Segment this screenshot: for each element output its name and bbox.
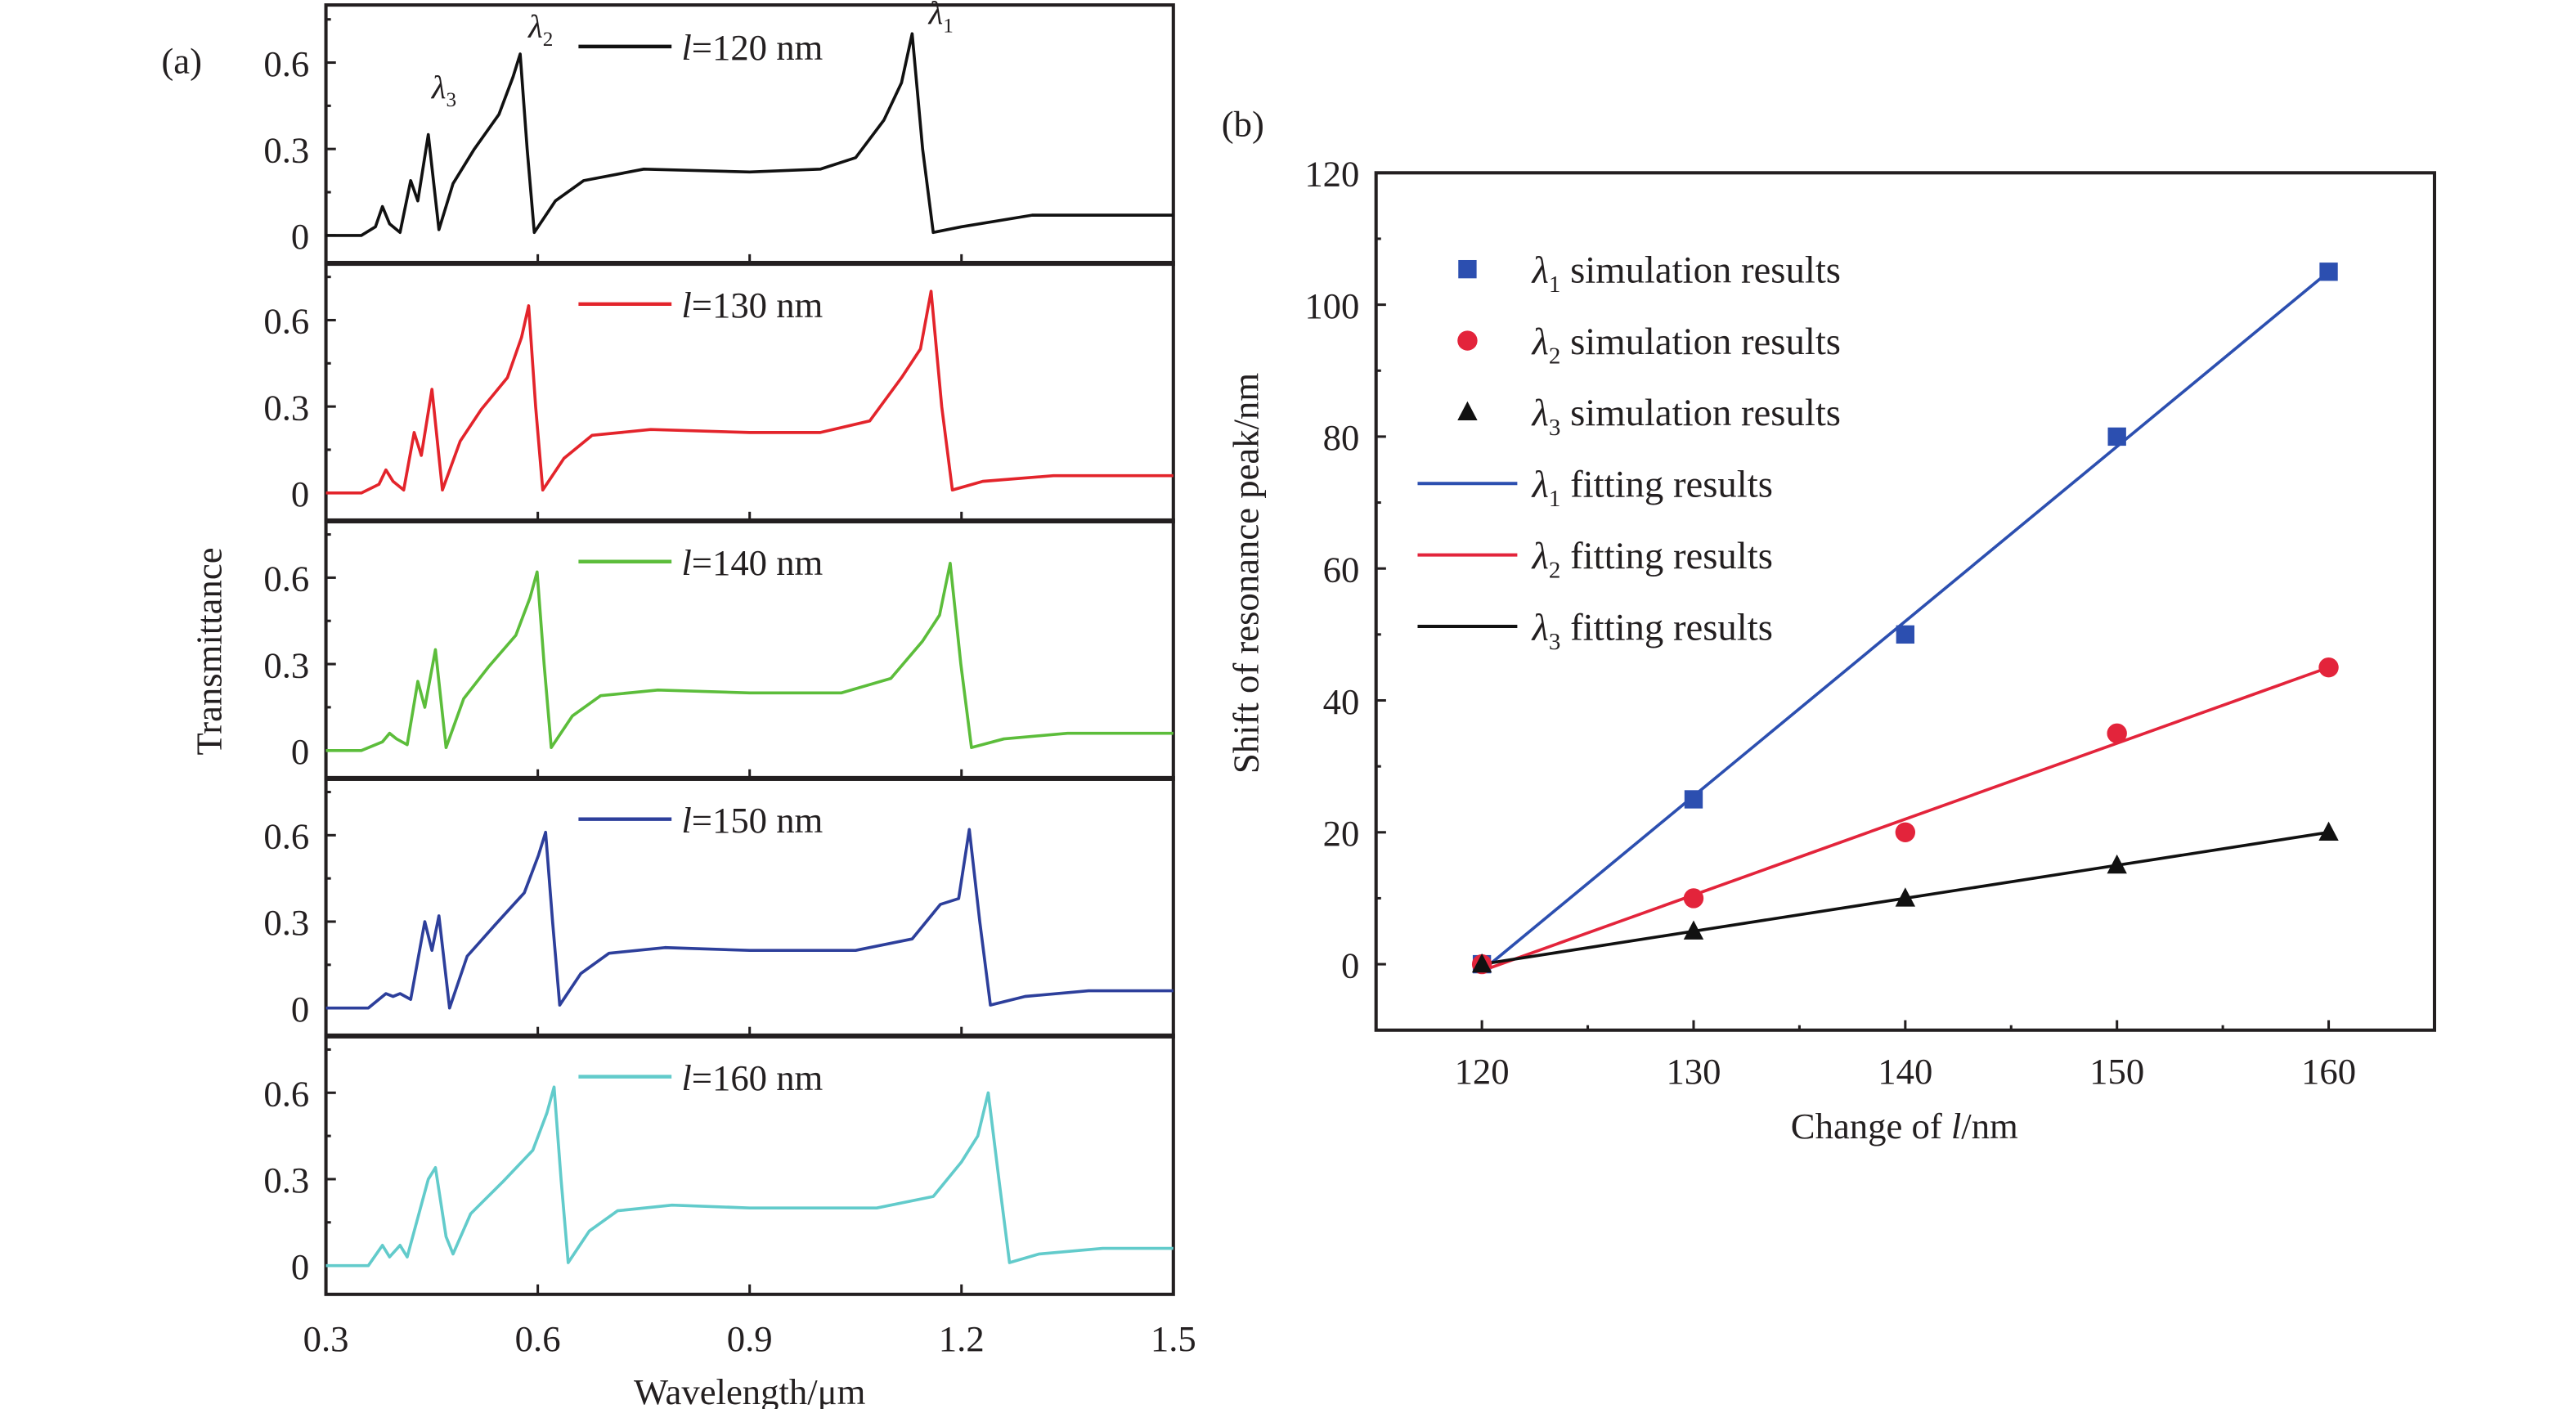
legend-label: l=120 nm [681, 27, 823, 68]
y-tick-label: 0.6 [263, 816, 309, 857]
legend-label: λ3 fitting results [1531, 606, 1773, 655]
fit-line-lambda1 [1480, 270, 2330, 972]
x-tick-label: 150 [2089, 1051, 2144, 1092]
peak-annotation: λ3 [431, 69, 456, 111]
series-line [325, 1085, 1174, 1268]
subplot-130: 0 0.3 0.6 l=130 nm [263, 260, 1175, 524]
y-tick-label: 80 [1323, 417, 1360, 458]
subplot-120: 0 0.3 0.6 l=120 nm [263, 3, 1175, 267]
legend-marker [1457, 401, 1478, 421]
fit-line-lambda2 [1481, 666, 2330, 972]
data-point [2107, 723, 2127, 744]
peak-annotation: λ1 [928, 0, 954, 37]
peak-annotation: λ2 [527, 8, 553, 51]
series-line [325, 289, 1174, 495]
y-tick-label: 0.6 [263, 559, 309, 599]
x-tick-label: 120 [1455, 1051, 1510, 1092]
series-line [325, 828, 1174, 1010]
x-tick-label: 140 [1878, 1051, 1932, 1092]
series-lambda3 [1471, 821, 2339, 973]
data-point [1895, 822, 1916, 842]
y-tick-label: 0.6 [263, 1074, 309, 1115]
y-tick-label: 20 [1323, 813, 1360, 854]
data-point [2107, 427, 2126, 446]
legend-label: λ2 fitting results [1531, 535, 1773, 584]
x-tick-label: 1.2 [939, 1318, 985, 1359]
x-tick-label: 130 [1666, 1051, 1721, 1092]
subplot-150: 0 0.3 0.6 l=150 nm [263, 775, 1175, 1039]
legend-label: λ2 simulation results [1531, 321, 1841, 370]
data-point [1683, 920, 1704, 940]
legend-label: λ1 simulation results [1531, 249, 1841, 298]
legend-label: l=140 nm [681, 542, 823, 583]
legend-label: λ3 simulation results [1531, 392, 1841, 441]
y-tick-label: 0 [1341, 945, 1359, 985]
series-line [325, 561, 1174, 752]
legend-label: λ1 fitting results [1531, 464, 1773, 513]
legend-marker [1458, 259, 1477, 279]
y-tick-label: 0.3 [263, 644, 309, 685]
panel-b-resonance-shift: (b) 0 20 40 60 80 100 120 120 130 140 150 160 Change … [1222, 104, 2437, 1146]
legend-marker [1457, 330, 1478, 351]
y-axis-label: Shift of resonance peak/nm [1225, 373, 1266, 774]
y-tick-label: 0 [291, 989, 309, 1030]
subplot-140: 0 0.3 0.6 l=140 nm [263, 518, 1175, 781]
series-line [325, 32, 1174, 237]
panel-a-transmittance-spectra: (a) 0 0.3 0.6 l=120 nm 0 0.3 0.6 l=130 nm 0 0.3 0.6… [161, 0, 1196, 1409]
x-tick-label: 0.3 [303, 1318, 349, 1359]
x-tick-label: 160 [2301, 1051, 2356, 1092]
y-tick-label: 0.6 [263, 43, 309, 84]
y-tick-label: 0 [291, 473, 309, 514]
y-tick-label: 0.3 [263, 1160, 309, 1200]
y-tick-label: 60 [1323, 549, 1360, 590]
data-point [2107, 854, 2127, 874]
y-tick-label: 0 [291, 731, 309, 772]
data-point [2318, 821, 2339, 841]
data-point [1895, 887, 1916, 907]
x-tick-label: 0.9 [727, 1318, 773, 1359]
y-tick-label: 0.3 [263, 129, 309, 170]
data-point [2318, 657, 2339, 678]
y-tick-label: 0.6 [263, 301, 309, 342]
y-axis-label: Transmittance [189, 547, 230, 755]
y-tick-label: 0.3 [263, 902, 309, 943]
x-axis-label: Wavelength/μm [634, 1371, 866, 1409]
y-tick-label: 0 [291, 216, 309, 257]
subplot-160: 0 0.3 0.6 l=160 nm [263, 1033, 1175, 1296]
y-tick-label: 100 [1304, 285, 1359, 326]
legend-label: l=130 nm [681, 285, 823, 325]
x-axis-label: Change of l/nm [1791, 1106, 2018, 1146]
x-tick-label: 0.6 [515, 1318, 561, 1359]
data-point [1683, 888, 1704, 909]
series-lambda2 [1471, 657, 2339, 975]
y-tick-label: 120 [1304, 154, 1359, 195]
panel-label-a: (a) [161, 40, 202, 81]
y-tick-label: 0 [291, 1246, 309, 1287]
data-point [2319, 263, 2338, 281]
x-tick-label: 1.5 [1151, 1318, 1196, 1359]
data-point [1896, 625, 1915, 644]
legend-label: l=160 nm [681, 1057, 823, 1098]
y-tick-label: 40 [1323, 681, 1360, 722]
panel-label-b: (b) [1222, 104, 1264, 145]
legend-label: l=150 nm [681, 800, 823, 841]
data-point [1684, 790, 1703, 809]
data-point [1471, 953, 1492, 973]
legend: λ1 simulation results λ2 simulation resul… [1417, 249, 1841, 655]
y-tick-label: 0.3 [263, 387, 309, 428]
